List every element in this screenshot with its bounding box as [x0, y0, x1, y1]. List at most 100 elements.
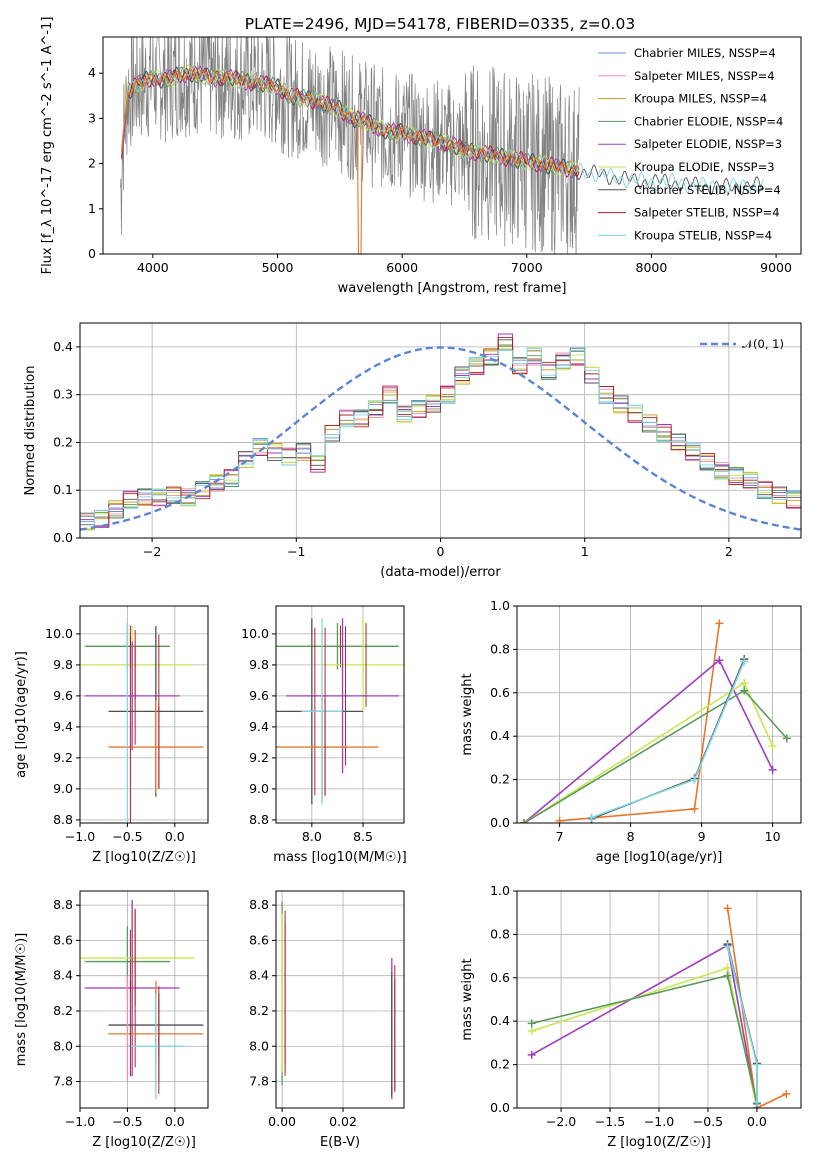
mass-vs-ebv-ytick-label-3: 8.4: [249, 968, 269, 983]
weight-vs-Z-xlabel: Z [log10(Z/Z☉)]: [607, 1135, 711, 1150]
mass-vs-ebv-xtick-label-0: 0.00: [268, 1114, 296, 1129]
age-vs-mass-xtick-label-1: 8.5: [353, 829, 373, 844]
age-vs-Z-ytick-label-5: 9.8: [53, 657, 73, 672]
age-vs-Z-ylabel: age [log10(age/yr)]: [14, 651, 29, 778]
residuals-xlabel: (data-model)/error: [380, 565, 501, 580]
weight-vs-Z-ytick-label-5: 1.0: [490, 883, 510, 898]
weight-vs-age-marker-0-1: [690, 804, 699, 813]
mass-vs-metallicity-panel: −1.0 −0.5 0.0 7.8 8.0 8.2 8.4 8.6 8.8 Z [log10(Z/…: [14, 890, 209, 1150]
weight-vs-age-ytick-label-0: 0.0: [490, 815, 510, 830]
histogram-step-7: [80, 336, 801, 527]
weight-vs-Z-marker-2-0: [527, 1026, 536, 1035]
mass-vs-Z-frame: [79, 890, 209, 1109]
weight-vs-Z-frame: [516, 890, 802, 1109]
mass-vs-Z-ytick-label-5: 8.8: [53, 897, 73, 912]
spectrum-legend: Chabrier MILES, NSSP=4 Salpeter MILES, NS…: [598, 46, 783, 242]
weight-vs-Z-line-2: [531, 966, 758, 1108]
residuals-xtick-label-0: −2: [143, 544, 161, 559]
age-vs-Z-ytick-label-1: 9.0: [53, 781, 73, 796]
age-vs-mass-xlabel: mass [log10(M/M☉)]: [273, 850, 406, 865]
legend-label-2: Kroupa MILES, NSSP=4: [634, 92, 767, 106]
mass-vs-Z-ytick-label-1: 8.0: [53, 1038, 73, 1053]
age-vs-Z-ytick-label-4: 9.6: [53, 688, 73, 703]
weight-vs-age-xtick-label-1: 8: [627, 829, 635, 844]
weight-vs-age-marker-0-2: [715, 619, 724, 628]
weight-vs-Z-ytick-label-4: 0.8: [490, 926, 510, 941]
weight-vs-age-ylabel: mass weight: [460, 673, 475, 755]
weight-vs-age-marker-1-1: [715, 656, 724, 665]
age-vs-mass-ytick-label-5: 9.8: [249, 657, 269, 672]
weight-vs-Z-xtick-label-4: 0.0: [747, 1114, 767, 1129]
mass-vs-Z-ylabel: mass [log10(M/M☉)]: [14, 933, 29, 1066]
residuals-ytick-label-0: 0.0: [53, 530, 73, 545]
weight-vs-age-marker-3-1: [740, 686, 749, 695]
legend-label-5: Kroupa ELODIE, NSSP=3: [634, 160, 775, 174]
spectrum-title: PLATE=2496, MJD=54178, FIBERID=0335, z=0…: [245, 15, 635, 33]
residuals-xtick-label-1: −1: [287, 544, 305, 559]
age-vs-metallicity-panel: −1.0 −0.5 0.0 8.8 9.0 9.2 9.4 9.6 9.8 10.0 Z [log1…: [14, 605, 209, 865]
spectrum-xtick-label-3: 7000: [511, 260, 543, 275]
histogram-step-8: [80, 348, 801, 526]
spectrum-traces: [120, 37, 765, 254]
histogram-step-4: [80, 333, 801, 528]
weight-vs-age-xtick-label-2: 9: [698, 829, 706, 844]
age-vs-Z-xlabel: Z [log10(Z/Z☉)]: [92, 850, 196, 865]
residuals-frame: [79, 322, 802, 539]
spectrum-ytick-label-1: 1: [88, 201, 96, 216]
normal-legend-label: 𝒩(0, 1): [742, 337, 784, 351]
weight-vs-age-marker-0-0: [555, 816, 564, 823]
mass-vs-Z-points: [80, 899, 204, 1100]
residuals-panel: −2 −1 0 1 2 0.0 0.1 0.2 0.3 0.4 (data-model)/error…: [23, 322, 802, 580]
weight-vs-age-frame: [516, 605, 802, 824]
histogram-step-2: [80, 345, 801, 531]
mass-vs-ebv-points: [281, 901, 396, 1100]
weight-vs-age-marker-5-1: [690, 775, 699, 784]
legend-label-7: Salpeter STELIB, NSSP=4: [634, 206, 780, 220]
weight-vs-age-panel: 7 8 9 10 0.0 0.2 0.4 0.6 0.8 1.0 age [log10(age/yr…: [460, 598, 802, 865]
spectrum-ytick-label-3: 3: [88, 110, 96, 125]
spectrum-xtick-label-1: 5000: [262, 260, 294, 275]
weight-vs-age-series: [520, 619, 791, 823]
age-vs-mass-xtick-label-0: 8.0: [302, 829, 322, 844]
weight-vs-age-ytick-label-2: 0.4: [490, 728, 510, 743]
mass-vs-ebv-panel: 0.00 0.02 7.8 8.0 8.2 8.4 8.6 8.8 E(B-V): [249, 890, 405, 1150]
mass-vs-Z-ytick-label-0: 7.8: [53, 1074, 73, 1089]
weight-vs-Z-xtick-label-0: −2.0: [546, 1114, 576, 1129]
weight-vs-age-line-3: [523, 689, 788, 823]
spectrum-ytick-label-0: 0: [88, 246, 96, 261]
weight-vs-age-ytick-label-1: 0.2: [490, 772, 510, 787]
age-vs-mass-ytick-label-4: 9.6: [249, 688, 269, 703]
mass-vs-Z-xtick-label-2: 0.0: [165, 1114, 185, 1129]
weight-vs-Z-marker-0-2: [782, 1089, 791, 1098]
mass-vs-Z-xlabel: Z [log10(Z/Z☉)]: [92, 1135, 196, 1150]
spectrum-panel: 4000 5000 6000 7000 8000 9000 0 1 2 3 4 wavelength …: [40, 17, 802, 296]
weight-vs-Z-marker-2-1: [723, 964, 732, 973]
spectrum-model-5: [121, 64, 580, 177]
age-vs-mass-points: [276, 618, 404, 805]
histogram-step-3: [80, 344, 801, 517]
mass-vs-Z-xtick-label-1: −0.5: [112, 1114, 142, 1129]
histogram-step-1: [80, 333, 801, 526]
legend-label-8: Kroupa STELIB, NSSP=4: [634, 228, 772, 242]
age-vs-Z-ytick-label-6: 10.0: [45, 626, 73, 641]
weight-vs-Z-ylabel: mass weight: [460, 958, 475, 1040]
spectrum-model-8: [121, 65, 765, 196]
weight-vs-age-marker-2-1: [740, 679, 749, 688]
age-vs-Z-ytick-label-3: 9.4: [53, 719, 73, 734]
legend-label-1: Salpeter MILES, NSSP=4: [634, 69, 775, 83]
weight-vs-Z-marker-5-2: [752, 1098, 761, 1107]
legend-label-4: Salpeter ELODIE, NSSP=3: [634, 137, 782, 151]
spectrum-ytick-label-2: 2: [88, 156, 96, 171]
residuals-xtick-label-3: 1: [581, 544, 589, 559]
weight-vs-age-line-2: [523, 681, 774, 823]
residuals-ytick-label-3: 0.3: [53, 387, 73, 402]
age-vs-Z-points: [80, 623, 204, 823]
mass-vs-Z-ytick-label-2: 8.2: [53, 1003, 73, 1018]
age-vs-mass-ytick-label-0: 8.8: [249, 812, 269, 827]
age-vs-Z-frame: [79, 605, 209, 824]
mass-vs-ebv-ytick-label-4: 8.6: [249, 932, 269, 947]
spectrum-xlabel: wavelength [Angstrom, rest frame]: [338, 281, 567, 296]
age-vs-Z-xtick-label-2: 0.0: [165, 829, 185, 844]
histogram-step-6: [80, 339, 801, 519]
